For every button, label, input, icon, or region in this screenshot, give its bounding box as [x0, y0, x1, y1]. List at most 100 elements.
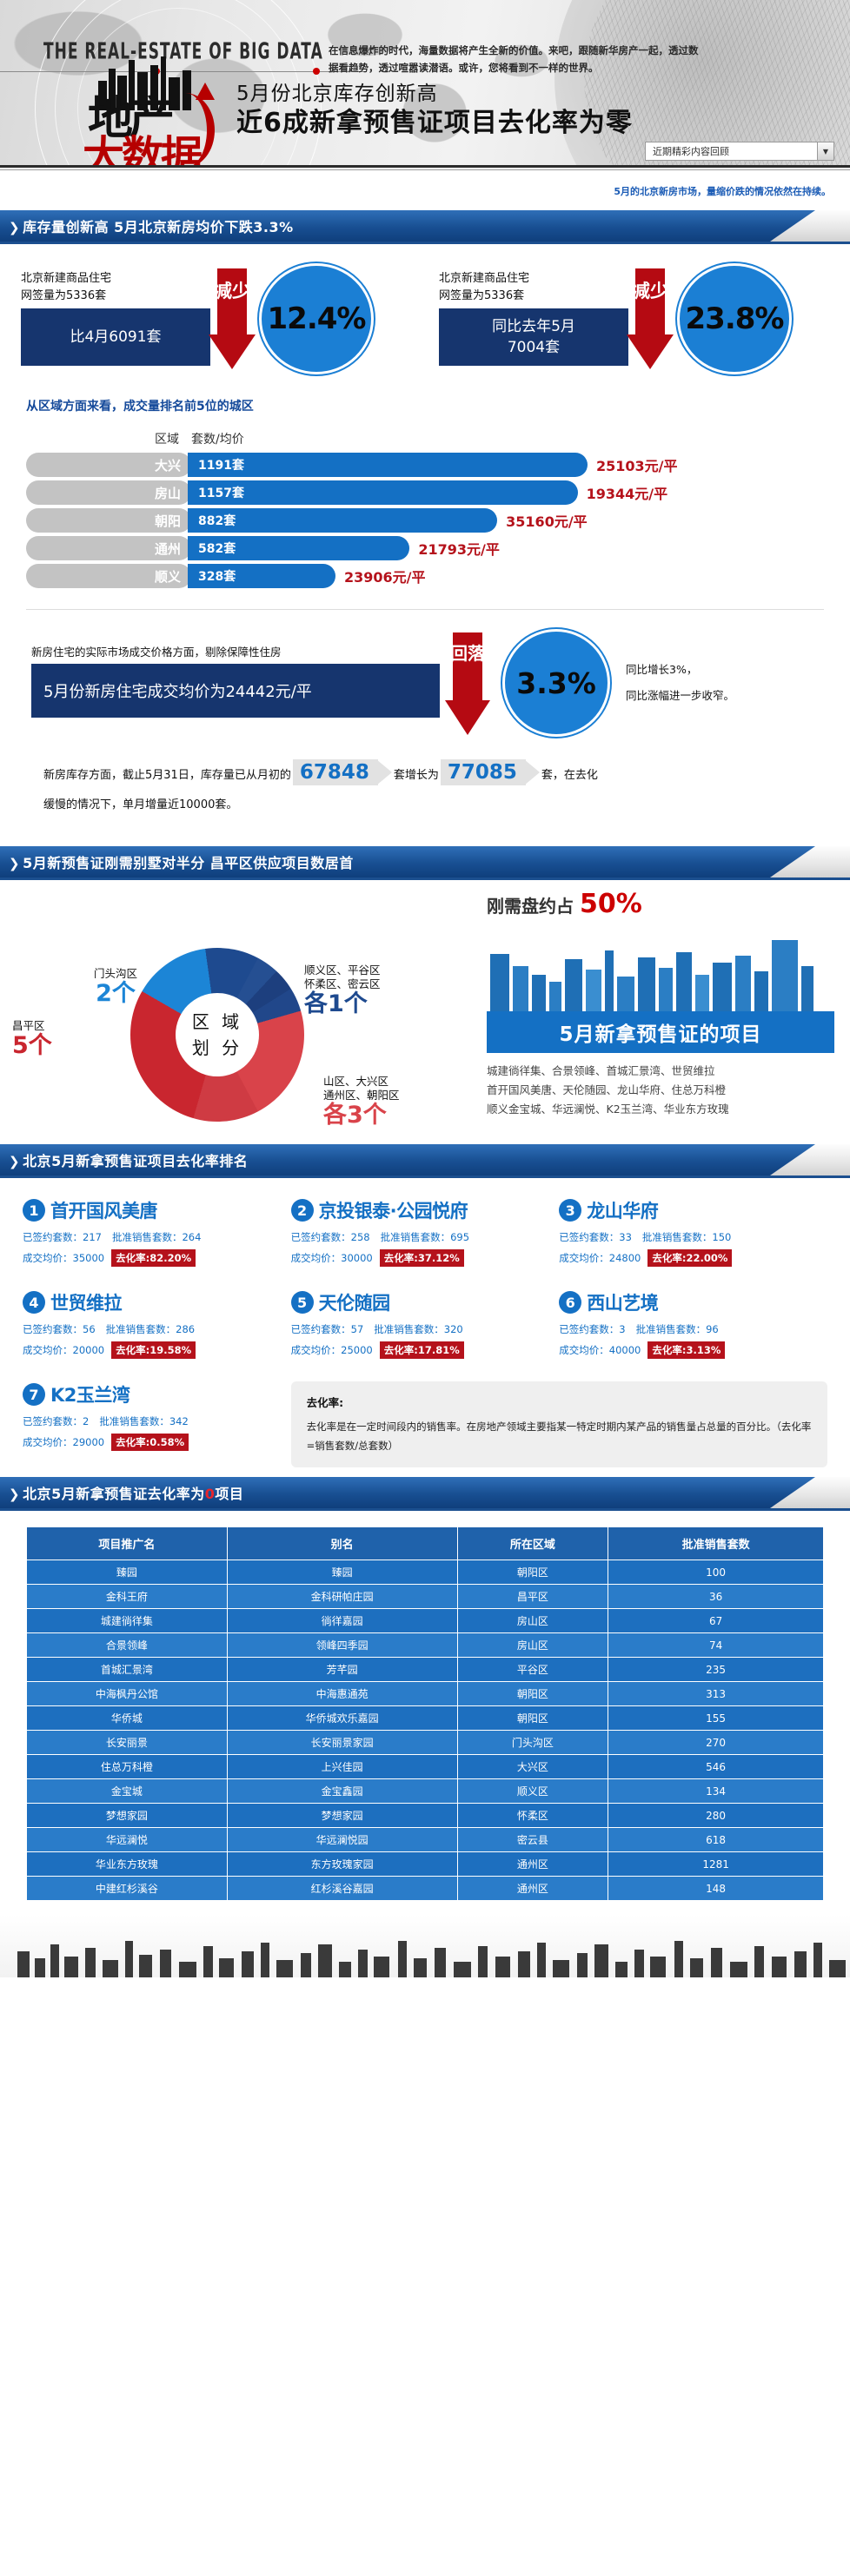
table-cell: 金宝城 [26, 1778, 228, 1804]
table-cell: 梦想家园 [226, 1803, 458, 1828]
district-chart-header: 区域 套数/均价 [130, 430, 824, 447]
rank-counts: 已签约套数：217 批准销售套数：264 [23, 1230, 291, 1244]
rank-card-head: 6 西山艺境 [559, 1289, 827, 1315]
rank-signed: 已签约套数：57 [290, 1323, 364, 1335]
price-block: 新房住宅的实际市场成交价格方面，剔除保障性住房 5月份新房住宅成交均价为2444… [0, 622, 850, 744]
project-list-line: 首开国风美唐、天伦随园、龙山华府、住总万科橙 [487, 1083, 727, 1096]
table-row: 华远澜悦 华远澜悦园 密云县 618 [26, 1827, 824, 1852]
chevron-right-icon: ❯ [9, 856, 21, 871]
table-cell: 徜徉嘉园 [226, 1608, 458, 1633]
price-box: 5月份新房住宅成交均价为24442元/平 [31, 664, 440, 718]
rank-approved: 批准销售套数：320 [374, 1323, 463, 1335]
chevron-right-icon: ❯ [9, 1487, 21, 1502]
donut-label-shunyi-group: 顺义区、平谷区 怀柔区、密云区 各1个 [304, 964, 381, 1017]
table-cell: 280 [608, 1803, 824, 1828]
table-cell: 臻园 [226, 1560, 458, 1585]
donut-label-changping: 昌平区 5个 [12, 1019, 52, 1059]
logo-text-bottom: 大数据 [83, 132, 203, 165]
donut-center-line-1: 区 域 [191, 1011, 243, 1032]
table-cell: 朝阳区 [456, 1560, 609, 1585]
arrow-label: 减少 [632, 281, 668, 301]
rank-approved: 批准销售套数：342 [99, 1415, 189, 1427]
table-cell: 74 [608, 1632, 824, 1658]
table-cell: 梦想家园 [26, 1803, 228, 1828]
price-arrow-label: 回落 [450, 643, 485, 664]
inventory-value-2: 77085 [440, 758, 540, 787]
rank-project-name: 京投银泰·公园悦府 [318, 1201, 468, 1222]
stat-card-top-text: 北京新建商品住宅 网签量为5336套 [439, 272, 530, 302]
table-cell: 235 [608, 1657, 824, 1682]
district-bar: 328套 [188, 564, 335, 588]
section-bar-underline [0, 1175, 850, 1178]
donut-label-value: 各1个 [304, 990, 368, 1017]
table-cell: 上兴佳园 [226, 1754, 458, 1779]
section-1-heading: ❯ 库存量创新高 5月北京新房均价下跌3.3% [0, 215, 294, 236]
donut-label-name: 门头沟区 [94, 967, 138, 980]
table-cell: 通州区 [456, 1876, 609, 1901]
price-side-line-1: 同比增长3%， [626, 663, 698, 676]
rank-avg-price: 成交均价：25000 [290, 1344, 373, 1356]
donut-label-name: 顺义区、平谷区 怀柔区、密云区 [304, 964, 381, 990]
rank-counts: 已签约套数：3 批准销售套数：96 [559, 1322, 827, 1336]
stat-cards: 北京新建商品住宅 网签量为5336套 比4月6091套 减少 12.4% 北京新… [0, 244, 850, 378]
arrow-label: 减少 [214, 281, 250, 301]
rank-price-rate: 成交均价：24800 去化率:22.00% [559, 1249, 827, 1267]
rank-badge: 1 [23, 1199, 45, 1222]
table-column-header: 别名 [226, 1526, 458, 1560]
inventory-post: 套，在去化 [541, 769, 598, 782]
table-cell: 红杉溪谷嘉园 [226, 1876, 458, 1901]
rank-price-rate: 成交均价：25000 去化率:17.81% [291, 1341, 560, 1359]
section-bar-underline [0, 242, 850, 244]
rank-card-head: 3 龙山华府 [559, 1197, 827, 1223]
rank-approved: 批准销售套数：286 [105, 1323, 196, 1335]
price-side-line-2: 同比涨幅进一步收窄。 [626, 689, 735, 702]
table-row: 中建红杉溪谷 红杉溪谷嘉园 通州区 148 [26, 1876, 824, 1901]
table-cell: 平谷区 [456, 1657, 609, 1682]
rank-card: 7 K2玉兰湾 已签约套数：2 批准销售套数：342 成交均价：29000 去化率:0.5… [23, 1381, 291, 1451]
table-cell: 67 [608, 1608, 824, 1633]
table-cell: 领峰四季园 [226, 1632, 458, 1658]
zero-rate-table: 项目推广名 别名 所在区域 批准销售套数 臻园 臻园 朝阳区 100 金科王府 金科研帕庄园 昌平… [26, 1526, 824, 1901]
table-cell: 昌平区 [456, 1584, 609, 1609]
table-cell: 546 [608, 1754, 824, 1779]
section-bar-3: ❯ 北京5月新拿预售证项目去化率排名 [0, 1144, 850, 1175]
table-row: 合景领峰 领峰四季园 房山区 74 [26, 1632, 824, 1658]
table-cell: 东方玫瑰家园 [226, 1851, 458, 1877]
district-name: 房山 [26, 480, 191, 505]
rank-approved: 批准销售套数：264 [111, 1231, 202, 1243]
rank-price-rate: 成交均价：40000 去化率:3.13% [559, 1341, 827, 1359]
rank-price-rate: 成交均价：30000 去化率:37.12% [291, 1249, 560, 1267]
price-note: 新房住宅的实际市场成交价格方面，剔除保障性住房 [31, 646, 282, 659]
district-bar: 1157套 [188, 480, 578, 505]
page-footer [0, 1915, 850, 1977]
stat-card: 北京新建商品住宅 网签量为5336套 比4月6091套 减少 12.4% [7, 263, 425, 374]
table-cell: 148 [608, 1876, 824, 1901]
table-cell: 城建徜徉集 [26, 1608, 228, 1633]
chevron-down-icon[interactable]: ▼ [817, 142, 833, 160]
zero-rate-table-wrap: 项目推广名 别名 所在区域 批准销售套数 臻园 臻园 朝阳区 100 金科王府 金科研帕庄园 昌平… [0, 1511, 850, 1901]
table-cell: 中海枫丹公馆 [26, 1681, 228, 1706]
donut-center-label: 区 域 划 分 [130, 948, 304, 1122]
rank-card: 4 世贸维拉 已签约套数：56 批准销售套数：286 成交均价：20000 去化率:19.… [23, 1289, 291, 1359]
district-row: 朝阳 882套 35160元/平 [26, 508, 824, 533]
price-side-note: 同比增长3%， 同比涨幅进一步收窄。 [626, 657, 734, 709]
table-row: 华侨城 华侨城欢乐嘉园 朝阳区 155 [26, 1705, 824, 1731]
table-cell: 金科王府 [26, 1584, 228, 1609]
table-row: 金宝城 金宝鑫园 顺义区 134 [26, 1778, 824, 1804]
rank-project-name: 龙山华府 [587, 1201, 659, 1222]
table-cell: 朝阳区 [456, 1705, 609, 1731]
header-description: 在信息爆炸的时代，海量数据将产生全新的价值。来吧，跟随新华房产一起，透过数据看趋… [329, 44, 699, 74]
stat-circle-value: 23.8% [677, 263, 792, 374]
inventory-mid: 套增长为 [393, 769, 439, 782]
archive-select[interactable]: 近期精彩内容回顾 ▼ [645, 142, 834, 161]
table-row: 臻园 臻园 朝阳区 100 [26, 1560, 824, 1585]
rank-project-name: K2玉兰湾 [50, 1385, 130, 1406]
rank-badge: 7 [23, 1383, 45, 1406]
table-cell: 134 [608, 1778, 824, 1804]
rank-avg-price: 成交均价：35000 [23, 1252, 105, 1264]
district-row: 房山 1157套 19344元/平 [26, 480, 824, 505]
table-cell: 长安丽景家园 [226, 1730, 458, 1755]
header-subtitle: 5月份北京库存创新高 [236, 83, 438, 105]
donut-label-value: 5个 [12, 1032, 52, 1059]
table-column-header: 项目推广名 [26, 1526, 228, 1560]
